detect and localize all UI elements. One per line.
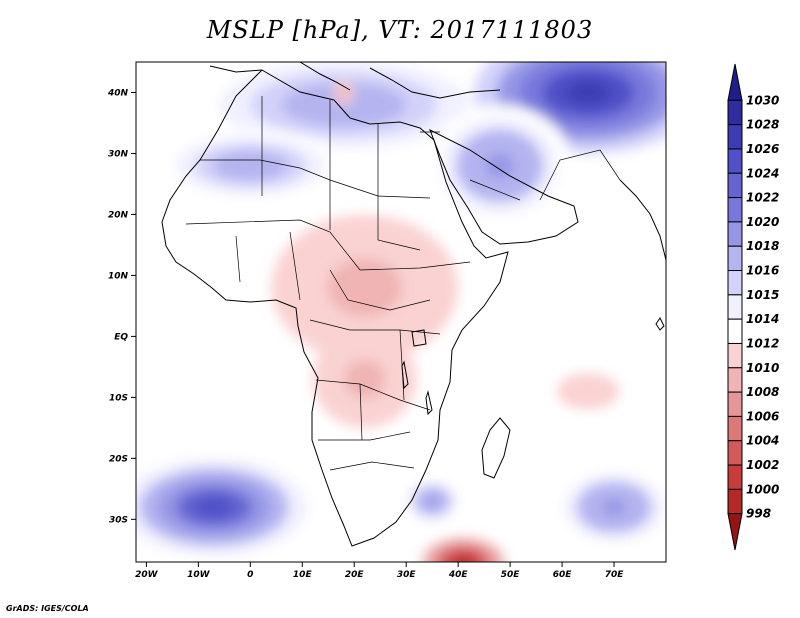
lon-tick-label: 30E (397, 570, 417, 580)
colorbar-label: 1024 (746, 166, 779, 180)
plot-frame (135, 61, 667, 563)
colorbar-swatch (727, 488, 743, 515)
colorbar-label: 1006 (746, 409, 779, 423)
colorbar-swatch (727, 99, 743, 126)
colorbar-swatch (727, 318, 743, 344)
latitude-axis: 40N 30N 20N 10N EQ 10S 20S 30S (107, 88, 136, 525)
colorbar-top-arrow (727, 63, 743, 101)
colorbar-swatch (727, 464, 743, 490)
colorbar-swatch (727, 221, 743, 247)
lon-tick-label: 70E (605, 570, 625, 580)
lon-tick-label: 20W (135, 570, 159, 580)
colorbar-label: 1004 (746, 434, 779, 448)
colorbar-label: 1020 (746, 215, 779, 229)
europe-coastline (209, 62, 501, 99)
colorbar-swatch (727, 342, 743, 369)
colorbar-swatch (727, 197, 743, 223)
colorbar-label: 1030 (746, 93, 779, 107)
lat-tick-label: 10S (109, 393, 128, 403)
colorbar-swatch (727, 172, 743, 199)
colorbar-swatch (727, 270, 743, 296)
lat-tick-label: 20N (108, 210, 129, 220)
arabia-coastline (429, 128, 579, 245)
sahara-high-zone (231, 158, 270, 173)
south-indian-high-zone (601, 498, 627, 516)
lat-tick-label: 30S (109, 515, 128, 525)
asia-high-zone (565, 80, 611, 105)
lon-tick-label: 10E (293, 570, 313, 580)
lon-tick-label: 50E (501, 570, 521, 580)
colorbar-label: 1010 (746, 361, 779, 375)
lon-tick-label: 60E (553, 570, 573, 580)
lon-tick-label: 0 (247, 570, 253, 580)
colorbar-label: 1008 (746, 385, 779, 399)
colorbar-swatch (727, 124, 743, 150)
colorbar-swatch (727, 294, 743, 320)
lake-tanganyika (401, 360, 409, 390)
lake-malawi (425, 390, 433, 416)
colorbar-swatch (727, 245, 743, 272)
coastlines-borders (161, 62, 666, 547)
lat-tick-label: 30N (108, 149, 129, 159)
colorbar-label: 1002 (746, 458, 779, 472)
colorbar: 1030 1028 1026 1024 1022 1020 1018 1016 1015 1014… (727, 63, 779, 551)
india-coastline (619, 179, 666, 261)
colorbar-swatch (727, 148, 743, 174)
colorbar-label: 1015 (746, 288, 779, 302)
africa-thermal-low-zone (345, 272, 384, 303)
south-atlantic-high-zone (195, 497, 233, 517)
colorbar-bottom-arrow (727, 513, 743, 551)
longitude-axis: 20W 10W 0 10E 20E 30E 40E 50E 60E 70E (135, 562, 624, 580)
lat-tick-label: EQ (114, 332, 128, 342)
colorbar-swatch (727, 367, 743, 393)
lon-tick-label: 20E (345, 570, 365, 580)
lat-tick-label: 10N (108, 271, 129, 281)
sri-lanka-coastline (655, 317, 665, 331)
arabia-high-zone (485, 153, 515, 178)
colorbar-label: 1000 (746, 482, 779, 496)
colorbar-label: 1016 (746, 264, 779, 278)
colorbar-label: 1014 (746, 312, 779, 326)
mediterranean-low-zone (341, 90, 346, 95)
cyclone-low-zone (455, 557, 472, 562)
colorbar-swatch (727, 415, 743, 442)
colorbar-label: 1028 (746, 118, 779, 132)
pressure-field (136, 62, 666, 562)
colorbar-label: 998 (746, 507, 771, 521)
africa-coastline (161, 69, 509, 547)
colorbar-swatch (727, 440, 743, 466)
madagascar-high-zone (425, 496, 439, 506)
colorbar-swatch (727, 391, 743, 417)
map-title: MSLP [hPa], VT: 2017111803 (206, 16, 594, 44)
lake-victoria (411, 329, 427, 347)
indian-ocean-trough-zone (581, 387, 595, 395)
colorbar-label: 1012 (746, 336, 779, 350)
colorbar-label: 1018 (746, 239, 779, 253)
lat-tick-label: 40N (107, 88, 129, 98)
lon-tick-label: 10W (187, 570, 211, 580)
lon-tick-label: 40E (448, 570, 469, 580)
madagascar-coastline (481, 417, 511, 479)
lat-tick-label: 20S (109, 454, 128, 464)
colorbar-label: 1022 (746, 191, 779, 205)
credit-text: GrADS: IGES/COLA (6, 604, 89, 613)
colorbar-label: 1026 (746, 142, 779, 156)
